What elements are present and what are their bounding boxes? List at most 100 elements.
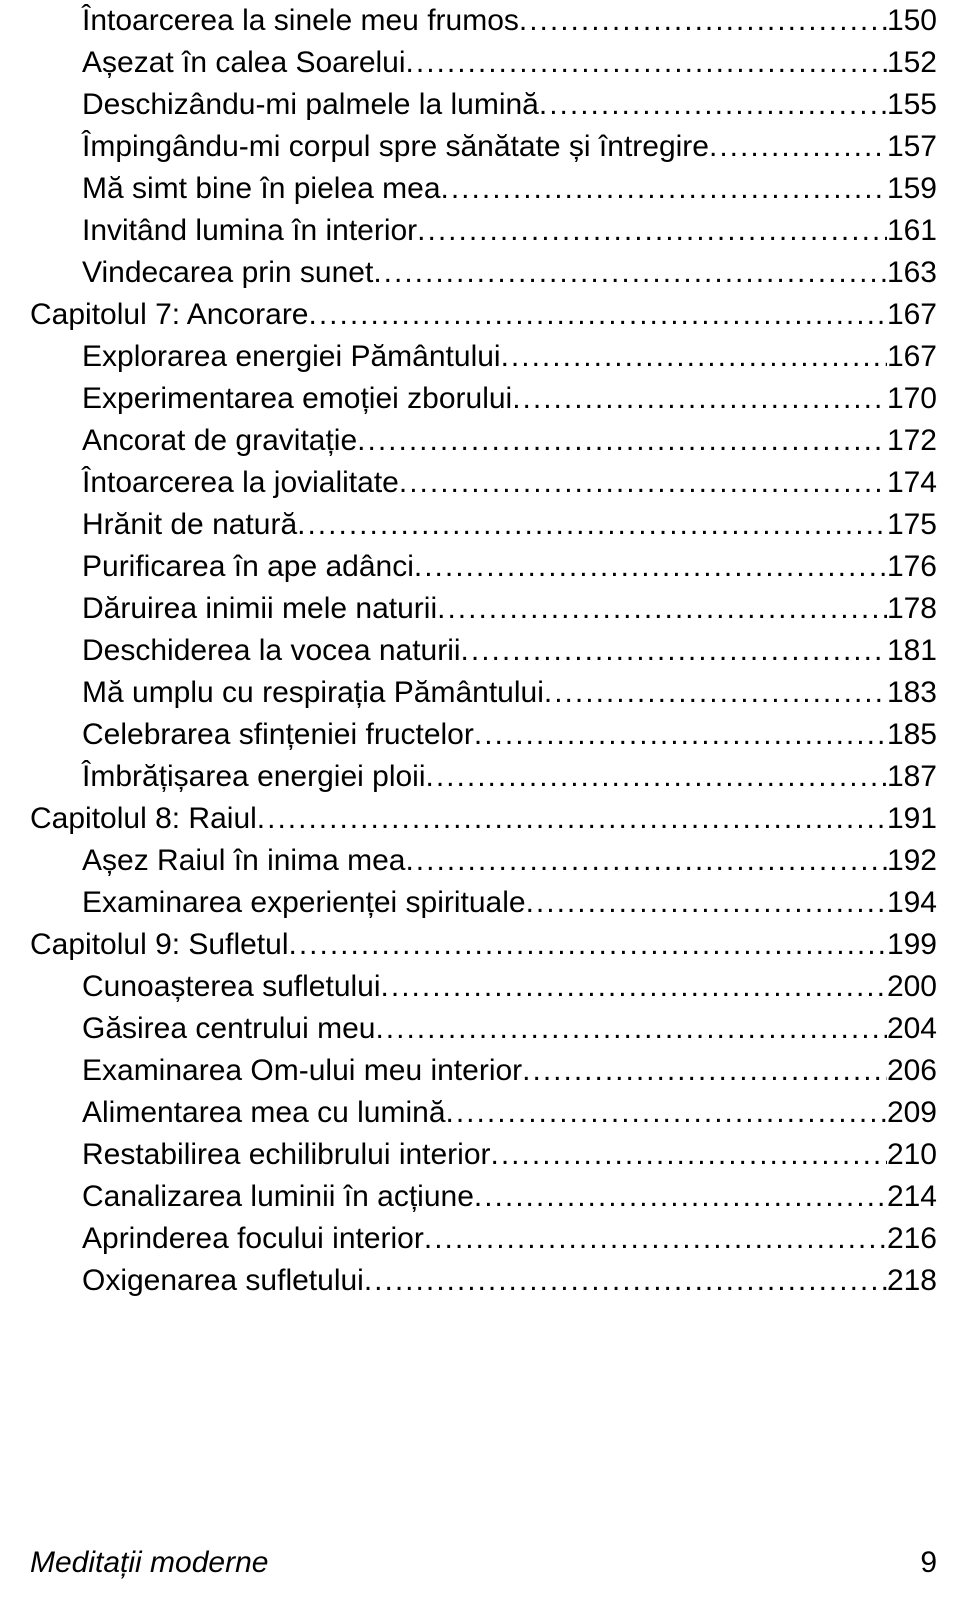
toc-entry-row: Celebrarea sfințeniei fructelor185 xyxy=(30,714,937,756)
toc-entry-title: Deschizându-mi palmele la lumină xyxy=(82,84,539,126)
toc-entry-title: Împingându-mi corpul spre sănătate și în… xyxy=(82,126,709,168)
toc-leader-dots xyxy=(437,588,887,630)
page-footer: Meditații moderne 9 xyxy=(30,1546,937,1580)
toc-entry-page: 210 xyxy=(887,1134,937,1176)
toc-entry-title: Canalizarea luminii în acțiune xyxy=(82,1176,474,1218)
toc-leader-dots xyxy=(375,1008,886,1050)
toc-chapter-row: Capitolul 9: Sufletul 199 xyxy=(30,924,937,966)
toc-entry-title: Cunoașterea sufletului xyxy=(82,966,381,1008)
toc-entry-row: Hrănit de natură175 xyxy=(30,504,937,546)
toc-leader-dots xyxy=(406,42,887,84)
toc-entry-row: Întoarcerea la jovialitate174 xyxy=(30,462,937,504)
toc-entry-title: Deschiderea la vocea naturii xyxy=(82,630,461,672)
toc-entry-page: 157 xyxy=(887,126,937,168)
toc-leader-dots xyxy=(309,294,887,336)
toc-entry-row: Canalizarea luminii în acțiune 214 xyxy=(30,1176,937,1218)
toc-entry-row: Cunoașterea sufletului 200 xyxy=(30,966,937,1008)
toc-entry-row: Așez Raiul în inima mea192 xyxy=(30,840,937,882)
toc-leader-dots xyxy=(257,798,887,840)
toc-entry-page: 192 xyxy=(887,840,937,882)
toc-entry-row: Întoarcerea la sinele meu frumos 150 xyxy=(30,0,937,42)
toc-entry-title: Găsirea centrului meu xyxy=(82,1008,375,1050)
toc-leader-dots xyxy=(441,168,887,210)
footer-book-title: Meditații moderne xyxy=(30,1546,268,1580)
toc-entry-row: Împingându-mi corpul spre sănătate și în… xyxy=(30,126,937,168)
toc-entry-row: Deschiderea la vocea naturii 181 xyxy=(30,630,937,672)
toc-leader-dots xyxy=(297,504,887,546)
footer-page-number: 9 xyxy=(920,1546,937,1580)
toc-entry-title: Invitând lumina în interior xyxy=(82,210,417,252)
toc-entry-title: Capitolul 9: Sufletul xyxy=(30,924,289,966)
toc-entry-page: 172 xyxy=(887,420,937,462)
toc-leader-dots xyxy=(474,714,887,756)
toc-leader-dots xyxy=(399,462,887,504)
toc-entry-page: 206 xyxy=(887,1050,937,1092)
toc-entry-page: 170 xyxy=(887,378,937,420)
toc-entry-page: 167 xyxy=(887,294,937,336)
toc-leader-dots xyxy=(491,1134,887,1176)
toc-leader-dots xyxy=(364,1260,887,1302)
toc-entry-title: Capitolul 7: Ancorare xyxy=(30,294,309,336)
toc-leader-dots xyxy=(414,546,887,588)
toc-entry-page: 199 xyxy=(887,924,937,966)
toc-entry-row: Invitând lumina în interior161 xyxy=(30,210,937,252)
toc-entry-title: Dăruirea inimii mele naturii xyxy=(82,588,437,630)
toc-entry-title: Întoarcerea la sinele meu frumos xyxy=(82,0,519,42)
toc-entry-title: Hrănit de natură xyxy=(82,504,297,546)
toc-entry-title: Oxigenarea sufletului xyxy=(82,1260,364,1302)
toc-leader-dots xyxy=(417,210,887,252)
toc-leader-dots xyxy=(522,1050,887,1092)
toc-entry-title: Așezat în calea Soarelui xyxy=(82,42,406,84)
toc-entry-row: Îmbrățișarea energiei ploii187 xyxy=(30,756,937,798)
book-page: Întoarcerea la sinele meu frumos150Așeza… xyxy=(0,0,980,1600)
toc-entry-page: 209 xyxy=(887,1092,937,1134)
toc-entry-title: Vindecarea prin sunet xyxy=(82,252,373,294)
toc-entry-title: Aprinderea focului interior xyxy=(82,1218,424,1260)
toc-leader-dots xyxy=(357,420,887,462)
toc-entry-page: 150 xyxy=(887,0,937,42)
toc-entry-row: Purificarea în ape adânci 176 xyxy=(30,546,937,588)
toc-entry-page: 176 xyxy=(887,546,937,588)
toc-entry-row: Restabilirea echilibrului interior210 xyxy=(30,1134,937,1176)
toc-entry-page: 185 xyxy=(887,714,937,756)
toc-entry-row: Explorarea energiei Pământului167 xyxy=(30,336,937,378)
toc-leader-dots xyxy=(539,84,887,126)
toc-leader-dots xyxy=(461,630,887,672)
toc-entry-title: Purificarea în ape adânci xyxy=(82,546,414,588)
toc-entry-title: Alimentarea mea cu lumină xyxy=(82,1092,446,1134)
toc-leader-dots xyxy=(709,126,887,168)
toc-entry-row: Așezat în calea Soarelui152 xyxy=(30,42,937,84)
toc-entry-page: 181 xyxy=(887,630,937,672)
toc-leader-dots xyxy=(512,378,887,420)
toc-entry-title: Mă simt bine în pielea mea xyxy=(82,168,441,210)
toc-entry-page: 214 xyxy=(887,1176,937,1218)
toc-entry-title: Capitolul 8: Raiul xyxy=(30,798,257,840)
table-of-contents: Întoarcerea la sinele meu frumos150Așeza… xyxy=(30,0,937,1302)
toc-entry-title: Îmbrățișarea energiei ploii xyxy=(82,756,426,798)
toc-entry-row: Găsirea centrului meu 204 xyxy=(30,1008,937,1050)
toc-entry-row: Alimentarea mea cu lumină 209 xyxy=(30,1092,937,1134)
toc-leader-dots xyxy=(381,966,887,1008)
toc-entry-row: Ancorat de gravitație172 xyxy=(30,420,937,462)
toc-entry-page: 194 xyxy=(887,882,937,924)
toc-leader-dots xyxy=(405,840,886,882)
toc-entry-title: Mă umplu cu respirația Pământului xyxy=(82,672,544,714)
toc-entry-row: Deschizându-mi palmele la lumină155 xyxy=(30,84,937,126)
toc-entry-row: Examinarea experienței spirituale 194 xyxy=(30,882,937,924)
toc-entry-row: Oxigenarea sufletului218 xyxy=(30,1260,937,1302)
toc-entry-title: Examinarea Om-ului meu interior xyxy=(82,1050,522,1092)
toc-entry-page: 204 xyxy=(887,1008,937,1050)
toc-leader-dots xyxy=(519,0,887,42)
toc-entry-title: Examinarea experienței spirituale xyxy=(82,882,526,924)
toc-entry-page: 174 xyxy=(887,462,937,504)
toc-entry-page: 216 xyxy=(887,1218,937,1260)
toc-leader-dots xyxy=(424,1218,887,1260)
toc-entry-page: 178 xyxy=(887,588,937,630)
toc-entry-row: Vindecarea prin sunet 163 xyxy=(30,252,937,294)
toc-leader-dots xyxy=(289,924,887,966)
toc-entry-page: 200 xyxy=(887,966,937,1008)
toc-entry-page: 163 xyxy=(887,252,937,294)
toc-leader-dots xyxy=(544,672,887,714)
toc-leader-dots xyxy=(501,336,887,378)
toc-entry-row: Examinarea Om-ului meu interior 206 xyxy=(30,1050,937,1092)
